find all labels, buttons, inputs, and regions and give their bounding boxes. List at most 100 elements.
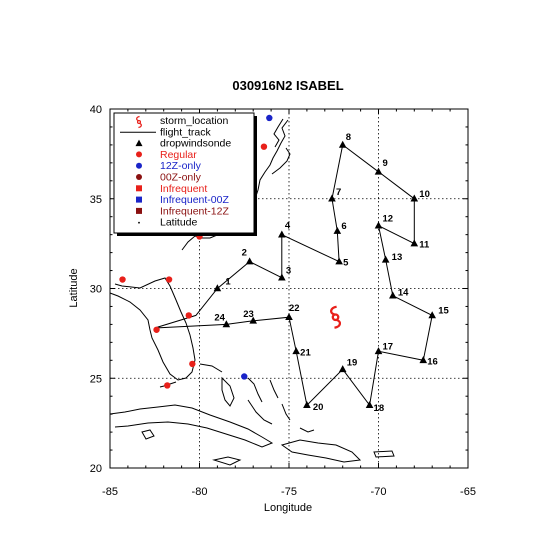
legend-square-swatch [136, 207, 142, 214]
legend-label: Latitude [160, 217, 198, 229]
coastline-isle-of-youth [141, 429, 155, 440]
legend-dot-swatch [138, 221, 140, 224]
dropwindsonde-label: 10 [419, 189, 430, 200]
dropwindsonde-label: 7 [336, 187, 341, 198]
legend-label: dropwindsonde [160, 138, 231, 150]
coastline-bahamas-grand [199, 363, 223, 373]
dropwindsonde-marker [213, 284, 222, 292]
dropwindsonde-label: 21 [300, 347, 311, 358]
dropwindsonde-marker [365, 400, 374, 408]
dropwindsonde-label: 2 [242, 248, 247, 259]
stations-layer [119, 114, 273, 389]
dropwindsonde-label: 3 [286, 266, 291, 277]
dropwindsonde-marker [374, 221, 383, 229]
storm-location-icon [330, 305, 342, 329]
station-12z-only [241, 373, 248, 380]
dropwindsonde-marker [374, 347, 383, 355]
coastline-puerto-rico [373, 450, 395, 458]
dropwindsonde-marker [249, 316, 257, 324]
coastline-outer-banks [271, 147, 291, 175]
x-tick-label: -85 [102, 486, 118, 498]
dropwindsonde-marker [285, 313, 293, 321]
coastline-bahamas-andros [221, 376, 235, 407]
dropwindsonde-marker [381, 255, 390, 263]
legend-item: Regular [136, 149, 197, 161]
y-tick-label: 30 [90, 284, 102, 296]
coastline-gulf [109, 292, 151, 331]
legend-item: dropwindsonde [135, 138, 231, 150]
dropwindsonde-marker [389, 291, 397, 299]
storm-eye [136, 119, 142, 125]
dropwindsonde-marker [278, 273, 286, 281]
coastline-bahamas-cat [269, 379, 279, 399]
dropwindsonde-marker [410, 239, 419, 247]
chart-title: 030916N2 ISABEL [232, 78, 343, 93]
y-axis-label: Latitude [68, 268, 80, 307]
dropwindsonde-label: 12 [383, 214, 394, 225]
coastlines [109, 118, 395, 466]
legend-square-swatch [136, 196, 142, 203]
legend-label: Regular [160, 149, 197, 161]
dropwindsonde-marker [303, 400, 311, 408]
legend-item: Infrequent [136, 183, 207, 195]
legend-label: Infrequent [160, 183, 207, 195]
dropwindsonde-label: 1 [225, 277, 231, 288]
y-tick-label: 35 [90, 194, 102, 206]
dropwindsonde-label: 17 [383, 341, 394, 352]
dropwindsonde-label: 14 [398, 288, 409, 299]
station-regular [189, 360, 196, 368]
legend-item: 12Z-only [136, 160, 202, 172]
legend-label: Infrequent-00Z [160, 194, 229, 206]
dropwindsonde-marker [428, 311, 436, 319]
x-tick-label: -65 [460, 486, 476, 498]
dropwindsonde-label: 19 [347, 357, 358, 368]
dropwindsonde-label: 20 [313, 402, 324, 413]
legend-label: 00Z-only [160, 172, 202, 184]
dropwindsonde-label: 6 [341, 221, 346, 232]
dropwindsonde-label: 5 [343, 258, 349, 269]
legend-label: storm_location [160, 115, 228, 127]
dropwindsonde-label: 13 [392, 252, 403, 263]
storm-arm [138, 122, 142, 129]
y-tick-label: 25 [90, 373, 102, 385]
dropwindsonde-marker [335, 257, 343, 265]
station-regular [119, 276, 126, 283]
coastline-florida [114, 277, 196, 381]
x-tick-label: -80 [192, 486, 208, 498]
dropwindsonde-marker [410, 194, 419, 202]
dropwindsonde-label: 8 [346, 132, 351, 143]
storm-arm [330, 305, 337, 316]
coastline-jamaica [212, 456, 242, 466]
dropwindsonde-label: 16 [427, 356, 438, 367]
coastline-bahamas-inagua [299, 427, 315, 433]
station-regular [153, 326, 160, 333]
station-regular [260, 143, 268, 150]
coastline-hispaniola [280, 439, 362, 463]
storm-eye [331, 313, 340, 322]
station-regular [185, 312, 192, 319]
legend-item: Latitude [138, 217, 198, 229]
legend-item: storm_location [136, 115, 228, 129]
dropwindsonde-label: 11 [419, 240, 430, 251]
legend-item: Infrequent-12Z [136, 205, 229, 217]
dropwindsonde-label: 22 [289, 303, 300, 314]
dropwindsonde-label: 15 [438, 305, 449, 316]
dropwindsonde-marker [338, 140, 347, 148]
legend-item: 00Z-only [136, 172, 202, 184]
coastline-bahamas-eleuthera [247, 377, 263, 403]
station-regular [164, 382, 171, 389]
dropwindsonde-marker [419, 356, 428, 364]
dropwindsonde-label: 9 [383, 158, 388, 169]
station-regular [165, 276, 173, 283]
y-tick-label: 20 [90, 463, 102, 475]
legend-label: 12Z-only [160, 160, 202, 172]
dropwindsonde-marker [292, 347, 300, 355]
legend-triangle-swatch [135, 139, 143, 147]
x-tick-label: -70 [371, 486, 387, 498]
legend-circle-swatch [136, 151, 142, 158]
dropwindsonde-marker [222, 320, 231, 328]
legend-item: Infrequent-00Z [136, 194, 229, 206]
